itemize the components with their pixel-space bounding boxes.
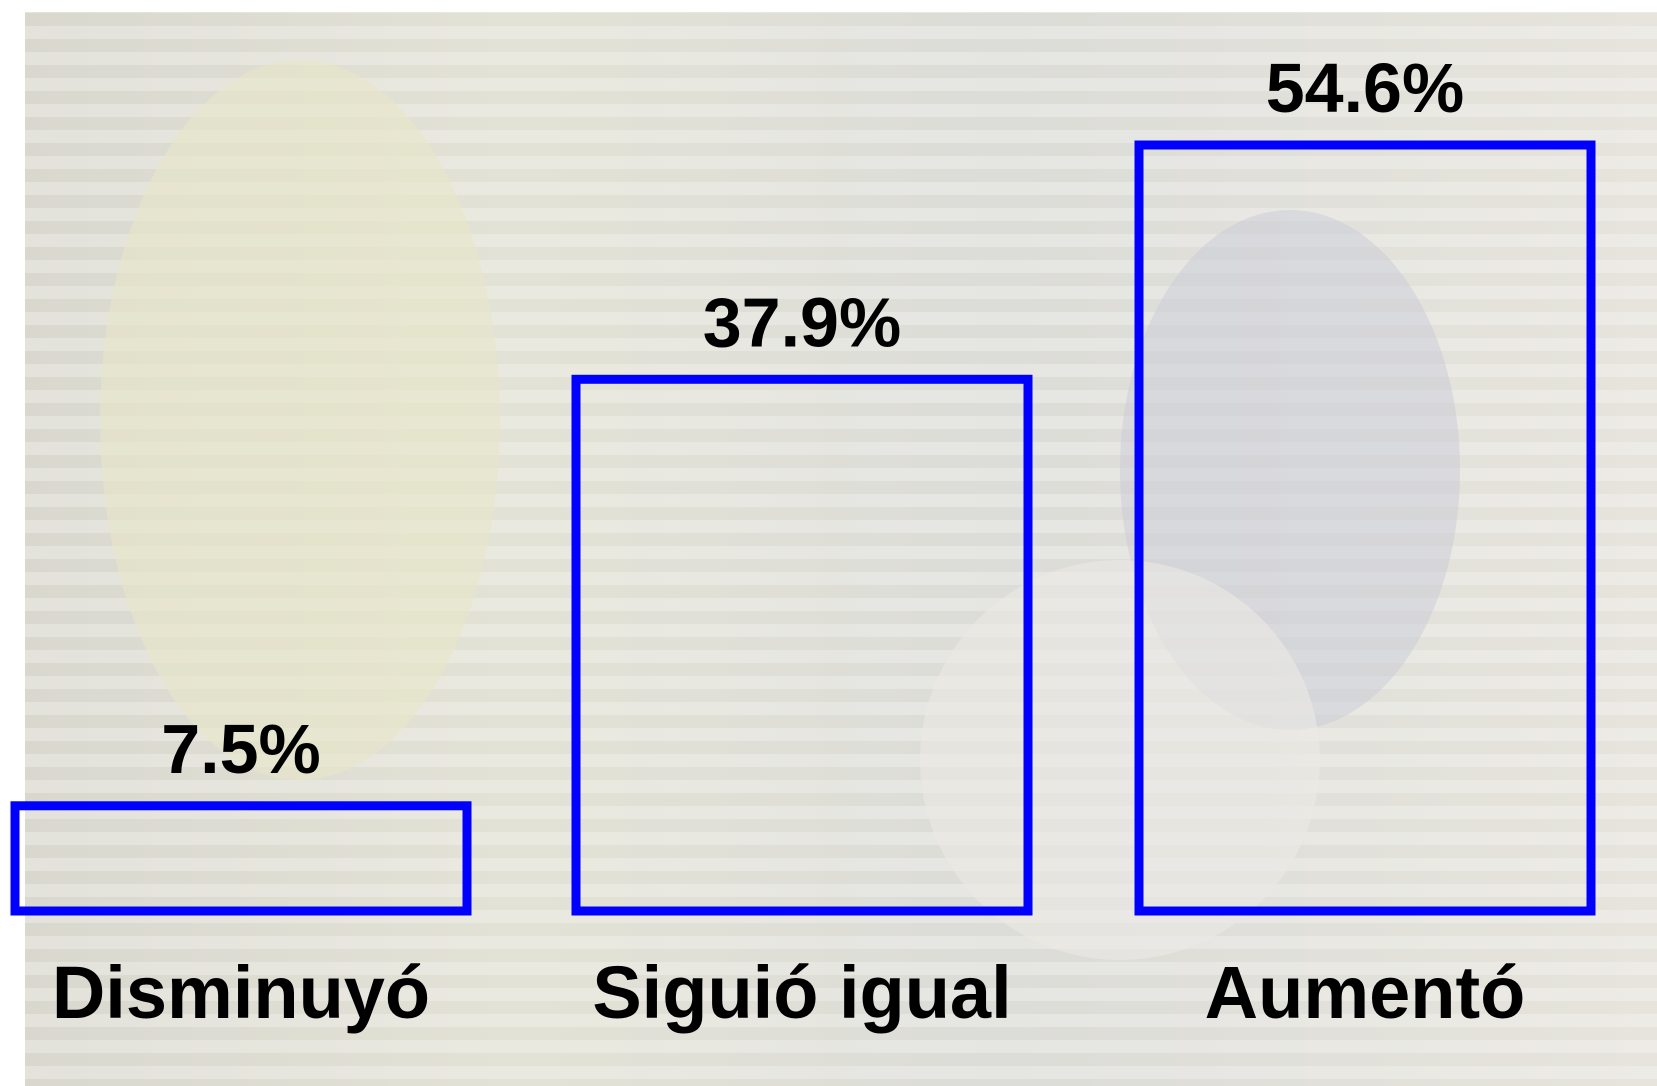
x-tick-label: Siguió igual (592, 951, 1011, 1034)
x-tick-label: Aumentó (1205, 951, 1526, 1034)
chart: 7.5% Disminuyó 37.9% Siguió igual 54.6% Aumen… (0, 0, 1657, 1086)
photo-figure (920, 560, 1320, 960)
photo-figure (100, 60, 500, 780)
x-tick-label: Disminuyó (52, 951, 430, 1034)
page: 7.5% Disminuyó 37.9% Siguió igual 54.6% Aumen… (0, 0, 1657, 1086)
value-label: 7.5% (161, 710, 321, 788)
value-label: 37.9% (703, 283, 901, 361)
value-label: 54.6% (1266, 49, 1464, 127)
